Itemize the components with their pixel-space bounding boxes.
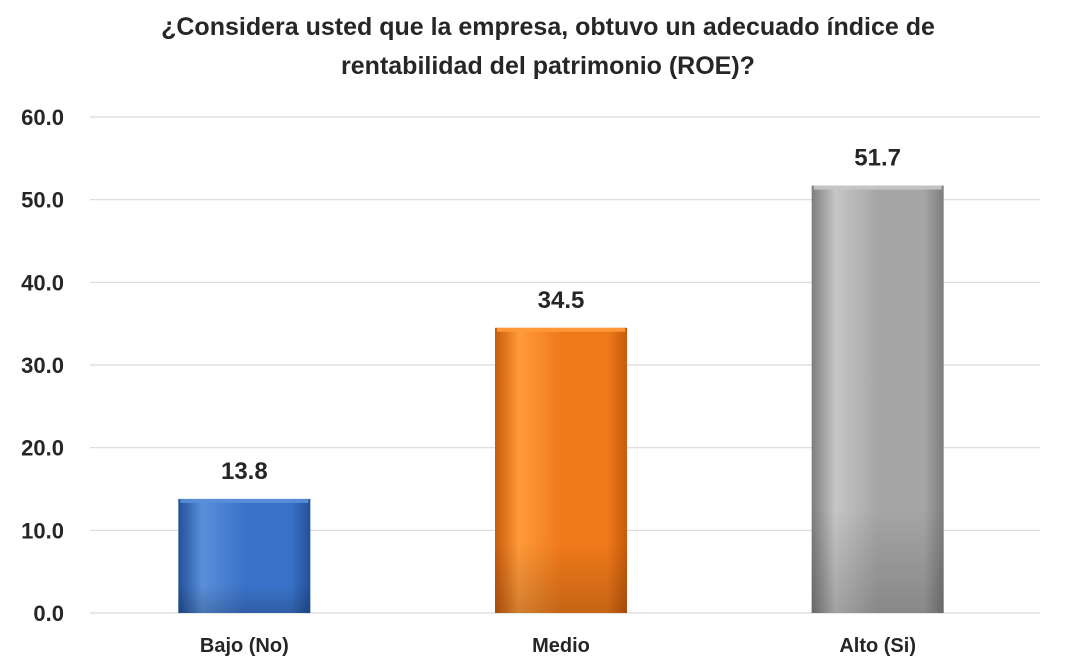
bar-top-bevel (813, 185, 942, 190)
y-tick-label: 20.0 (21, 436, 64, 461)
x-axis-category-labels: Bajo (No) Medio Alto (Si) (200, 635, 916, 657)
chart-title: ¿Considera usted que la empresa, obtuvo … (161, 13, 935, 80)
bar (811, 185, 944, 613)
data-label: 51.7 (854, 145, 901, 172)
y-tick-label: 30.0 (21, 353, 64, 378)
bar-top-bevel (180, 498, 309, 503)
y-tick-label: 60.0 (21, 105, 64, 130)
bar-shade (811, 185, 944, 613)
category-label: Medio (532, 635, 590, 657)
data-label: 13.8 (221, 458, 268, 485)
bars (178, 185, 944, 613)
bar-shade (178, 498, 311, 613)
y-tick-label: 50.0 (21, 188, 64, 213)
bar-top-bevel (497, 327, 625, 332)
y-axis-tick-labels: 0.0 10.0 20.0 30.0 40.0 50.0 60.0 (21, 105, 64, 626)
category-label: Alto (Si) (839, 635, 916, 657)
bar (495, 327, 627, 613)
y-tick-label: 40.0 (21, 270, 64, 295)
bar-shade (495, 327, 627, 613)
chart-title-line-1: ¿Considera usted que la empresa, obtuvo … (161, 13, 935, 41)
bar (178, 498, 311, 613)
data-labels: 13.8 34.5 51.7 (221, 145, 901, 485)
chart-title-line-2: rentabilidad del patrimonio (ROE)? (341, 52, 755, 80)
y-tick-label: 10.0 (21, 518, 64, 543)
category-label: Bajo (No) (200, 635, 289, 657)
y-tick-label: 0.0 (33, 601, 64, 626)
data-label: 34.5 (538, 287, 585, 314)
